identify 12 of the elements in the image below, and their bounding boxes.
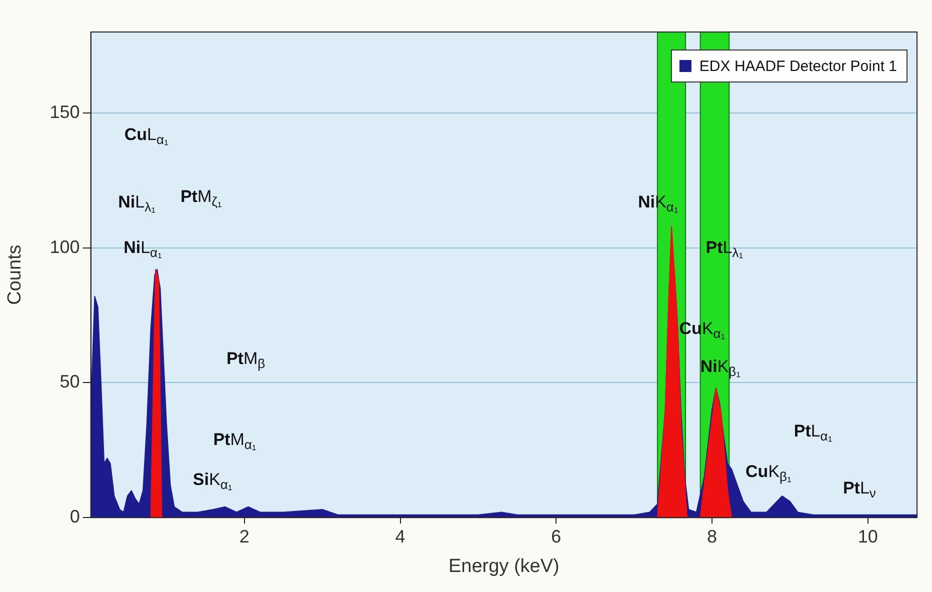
x-tick-label: 8	[707, 526, 718, 546]
y-tick-label: 50	[60, 372, 80, 392]
y-axis-title: Counts	[4, 244, 26, 305]
x-tick-label: 2	[239, 526, 250, 546]
legend-label: EDX HAADF Detector Point 1	[699, 58, 898, 75]
y-tick-label: 0	[70, 506, 80, 527]
x-axis-title: Energy (keV)	[448, 556, 560, 577]
x-tick-label: 6	[551, 526, 562, 546]
y-tick-label: 100	[50, 236, 80, 257]
x-tick-label: 10	[858, 526, 878, 546]
x-tick-label: 4	[395, 526, 406, 546]
y-tick-label: 150	[50, 102, 80, 122]
